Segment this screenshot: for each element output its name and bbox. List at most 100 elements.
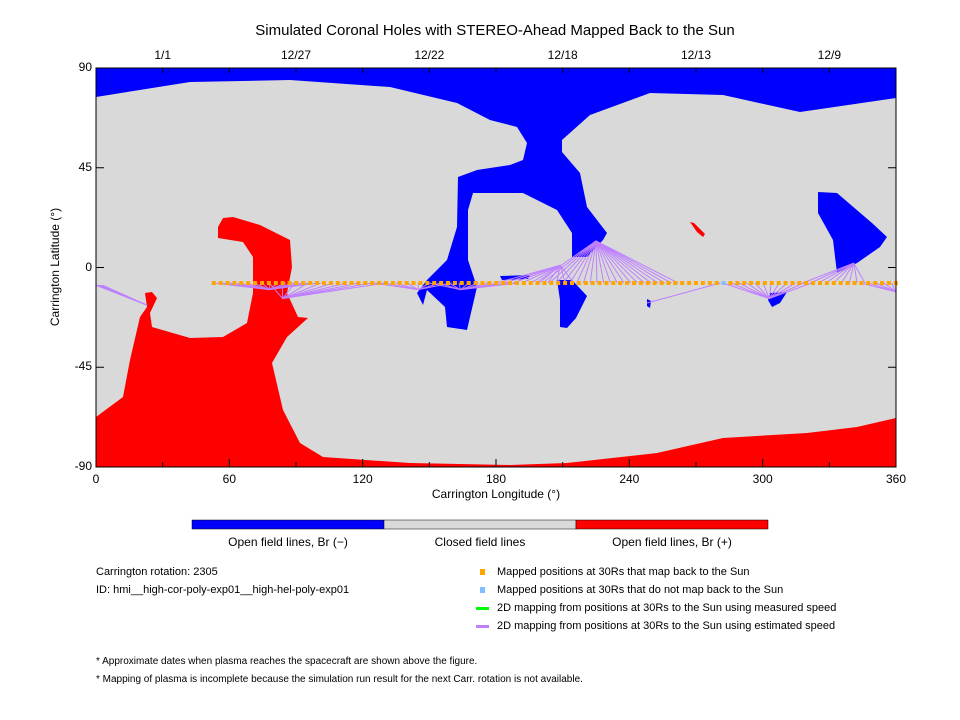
mapped-position-point [783,281,788,286]
mapping-line [817,262,855,284]
mapping-line [746,282,770,299]
x-tick-label: 0 [92,472,100,486]
mapped-position-point [480,281,485,286]
y-axis-label: Carrington Latitude (°) [48,207,62,327]
mapping-line [530,264,561,284]
mapping-line [802,262,854,284]
mapped-position-point [886,281,891,286]
mapping-line [282,282,296,299]
mapped-position-point [638,281,643,286]
mapped-position-point [508,281,512,286]
mapped-position-point [714,281,719,286]
mapped-position-point [328,281,333,286]
legend-unmapped: Mapped positions at 30Rs that do not map… [497,584,784,596]
mapped-position-point [535,281,540,286]
mapping-line [722,282,770,300]
mapped-position-point [818,281,822,286]
mapped-position-point [466,281,471,286]
mapping-line [595,240,611,284]
note-dates: * Approximate dates when plasma reaches … [96,656,478,667]
mapping-line [595,240,638,284]
mapping-line [576,240,597,284]
mapping-line [542,240,597,284]
date-label: 1/1 [154,48,171,62]
legend-mapped: Mapped positions at 30Rs that map back t… [497,566,750,578]
mapping-line [102,284,148,306]
mapping-line [555,240,597,284]
mapping-line [853,262,866,284]
chart-title: Simulated Coronal Holes with STEREO-Ahea… [255,22,735,39]
mapped-position-point [694,281,698,286]
mapped-position-point [315,281,320,286]
mapped-position-point [425,281,430,286]
mapped-position-point [742,281,747,286]
mapped-position-point [659,281,664,286]
mapping-line [282,282,385,300]
legend-measured-line [476,607,489,610]
legend-estimated-line [476,625,489,628]
mapped-position-point [384,281,388,286]
mapping-line [646,282,721,304]
date-label: 12/27 [280,48,312,62]
mapped-position-point [418,281,423,286]
negative-polarity-region [96,68,896,330]
positive-polarity-region [690,222,705,237]
mapped-position-point [301,281,306,286]
mapped-position-point [804,281,809,286]
mapped-position-point [583,281,588,286]
mapped-position-point [218,281,223,286]
negative-polarity-region [647,299,651,308]
mapping-line [891,282,897,293]
mapped-position-point [494,281,499,286]
positive-polarity-region [96,217,896,467]
date-label: 12/13 [680,48,712,62]
mapped-position-point [749,281,754,286]
mapping-line [769,282,812,300]
negative-polarity-region [557,280,587,328]
mapping-line [853,262,858,284]
mapping-line [458,282,461,290]
mapped-position-point [645,281,650,286]
mapped-position-point [514,281,519,286]
mapping-line [448,282,461,291]
mapping-line [562,240,597,284]
mapping-line [535,240,597,284]
legend-measured: 2D mapping from positions at 30Rs to the… [497,602,837,614]
note-incomplete: * Mapping of plasma is incomplete becaus… [96,674,583,685]
carrington-rotation: Carrington rotation: 2305 [96,566,218,578]
axis-ticks [95,67,897,468]
mapped-position-point [439,281,444,286]
negative-polarity-region [818,192,887,273]
x-tick-label: 120 [352,472,373,486]
mapped-position-point [432,281,437,286]
y-tick-label: -45 [74,359,92,374]
x-tick-label: 300 [752,472,773,486]
mapped-position-point [563,281,568,286]
mapped-position-point [287,281,292,286]
mapped-position-point [528,281,533,286]
mapping-line [595,240,618,284]
mapped-position-point [404,281,409,286]
mapping-line [595,240,672,284]
mapped-position-point [549,281,554,286]
mapping-line [875,282,897,293]
mapped-position-point [790,281,795,286]
mapped-position-point [294,281,299,286]
mapped-position-point [673,281,678,286]
mapping-line [595,240,605,284]
mapping-line [582,240,597,284]
mapping-line [730,282,770,299]
mapped-position-point [473,281,478,286]
mapped-position-point [280,281,285,286]
mapped-position-point [632,281,636,286]
x-axis-label: Carrington Longitude (°) [431,487,561,501]
colorbar-positive [575,519,769,530]
mapping-line [513,264,561,284]
mapped-position-point [390,281,395,286]
mapped-position-point [707,281,712,286]
mapping-line [769,282,796,299]
mapped-position-point [335,281,340,286]
mapped-position-point [225,281,230,286]
mapped-position-point [211,281,216,286]
